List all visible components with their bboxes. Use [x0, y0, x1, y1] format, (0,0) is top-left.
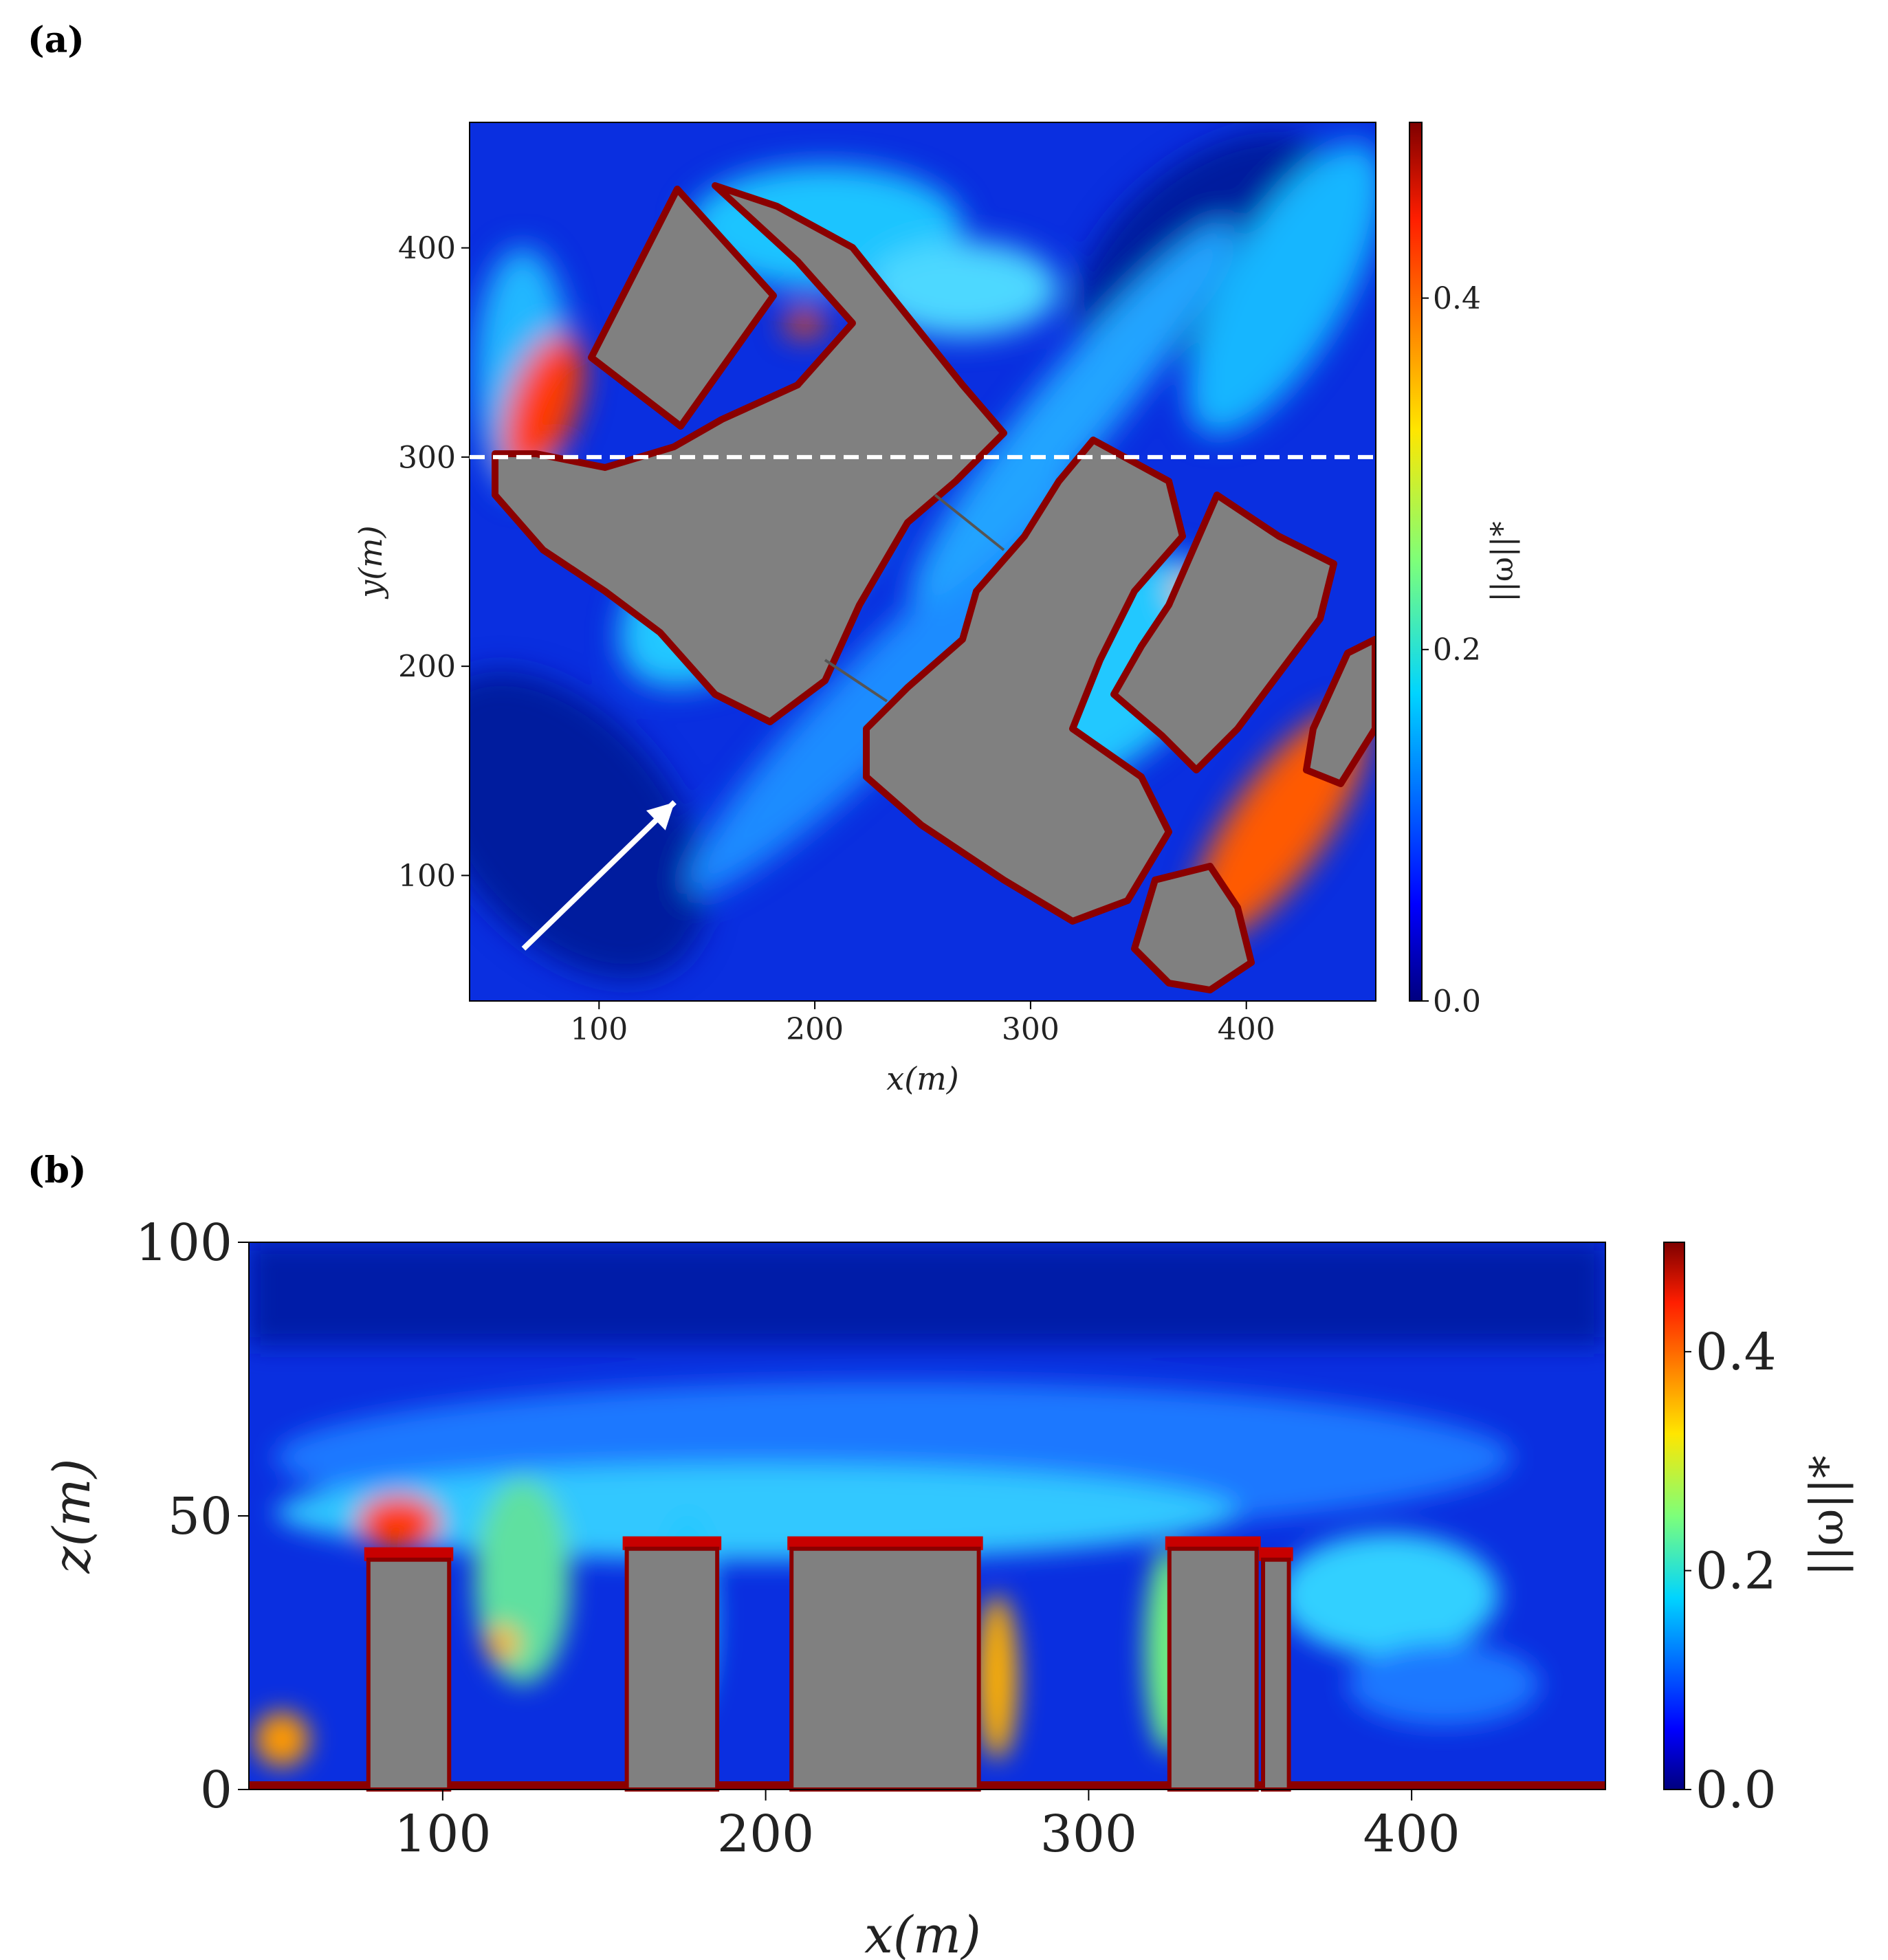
panel-a-ylabel: y(m)	[352, 525, 389, 599]
panel-b-colorbar-label: ||ω||*	[1801, 1455, 1854, 1576]
panel-a-colorbar-tick-label: 0.4	[1433, 281, 1481, 316]
panel-a-frame	[469, 122, 1376, 1002]
panel-b-colorbar-tick-label: 0.0	[1695, 1761, 1777, 1820]
panel-b-ytick-label: 0	[200, 1761, 232, 1820]
panel-a-xtick-label: 400	[1218, 1012, 1275, 1047]
panel-a-ytick-label: 400	[398, 231, 456, 266]
panel-b-colorbar-tick-label: 0.2	[1695, 1542, 1777, 1601]
panel-a-xlabel: x(m)	[886, 1060, 958, 1097]
panel-b-axes: 100 200 300 400 0 50 100	[135, 1213, 1460, 1864]
panel-b-building	[624, 1546, 720, 1792]
panel-b-colorbar-ticks: 0.0 0.2 0.4	[1684, 1323, 1777, 1820]
panel-a-colorbar	[1409, 122, 1423, 1002]
panel-b-building	[1261, 1557, 1291, 1792]
panel-b-ytick-label: 100	[135, 1213, 232, 1273]
panel-a-colorbar-ticks: 0.0 0.2 0.4	[1422, 281, 1481, 1019]
panel-b-xtick-label: 100	[394, 1805, 491, 1864]
panel-b-colorbar	[1663, 1242, 1685, 1790]
panel-a-ytick-label: 100	[398, 859, 456, 894]
panel-label-a: (a)	[28, 19, 85, 61]
panel-b-building	[1167, 1546, 1259, 1792]
panel-a-axes: 100 200 300 400 100 200 300 400	[398, 231, 1275, 1047]
panel-a-xtick-label: 200	[786, 1012, 844, 1047]
panel-b-ytick-label: 50	[168, 1487, 232, 1546]
panel-a-ytick-label: 300	[398, 440, 456, 475]
panel-b-colorbar-tick-label: 0.4	[1695, 1323, 1777, 1382]
panel-a-field	[470, 131, 1376, 993]
panel-a-ytick-label: 200	[398, 650, 456, 685]
panel-a-wind-arrow-head	[646, 802, 675, 830]
panel-a-wind-arrow	[521, 800, 677, 951]
panel-a-xtick-label: 300	[1002, 1012, 1060, 1047]
panel-b-building	[366, 1557, 452, 1792]
panel-label-b: (b)	[28, 1149, 87, 1191]
panel-a-colorbar-tick-label: 0.0	[1433, 984, 1481, 1019]
panel-a-colorbar-tick-label: 0.2	[1433, 632, 1481, 668]
panel-a-colorbar-label: ||ω||*	[1485, 521, 1520, 602]
panel-b-plot: 100 200 300 400 0 50 100 x(m) z(m) 0.0 0.2 0.4 |…	[43, 1213, 1854, 1960]
panel-b-xlabel: x(m)	[864, 1906, 981, 1960]
panel-a-buildings	[492, 182, 1376, 993]
panel-a-annotations	[470, 454, 1376, 951]
panel-b-xtick-label: 400	[1363, 1805, 1460, 1864]
panel-a-xtick-label: 100	[570, 1012, 628, 1047]
panel-b-building	[789, 1546, 981, 1792]
panel-b-ylabel: z(m)	[43, 1459, 102, 1574]
panel-b-xtick-label: 300	[1040, 1805, 1137, 1864]
panel-b-xtick-label: 200	[717, 1805, 814, 1864]
